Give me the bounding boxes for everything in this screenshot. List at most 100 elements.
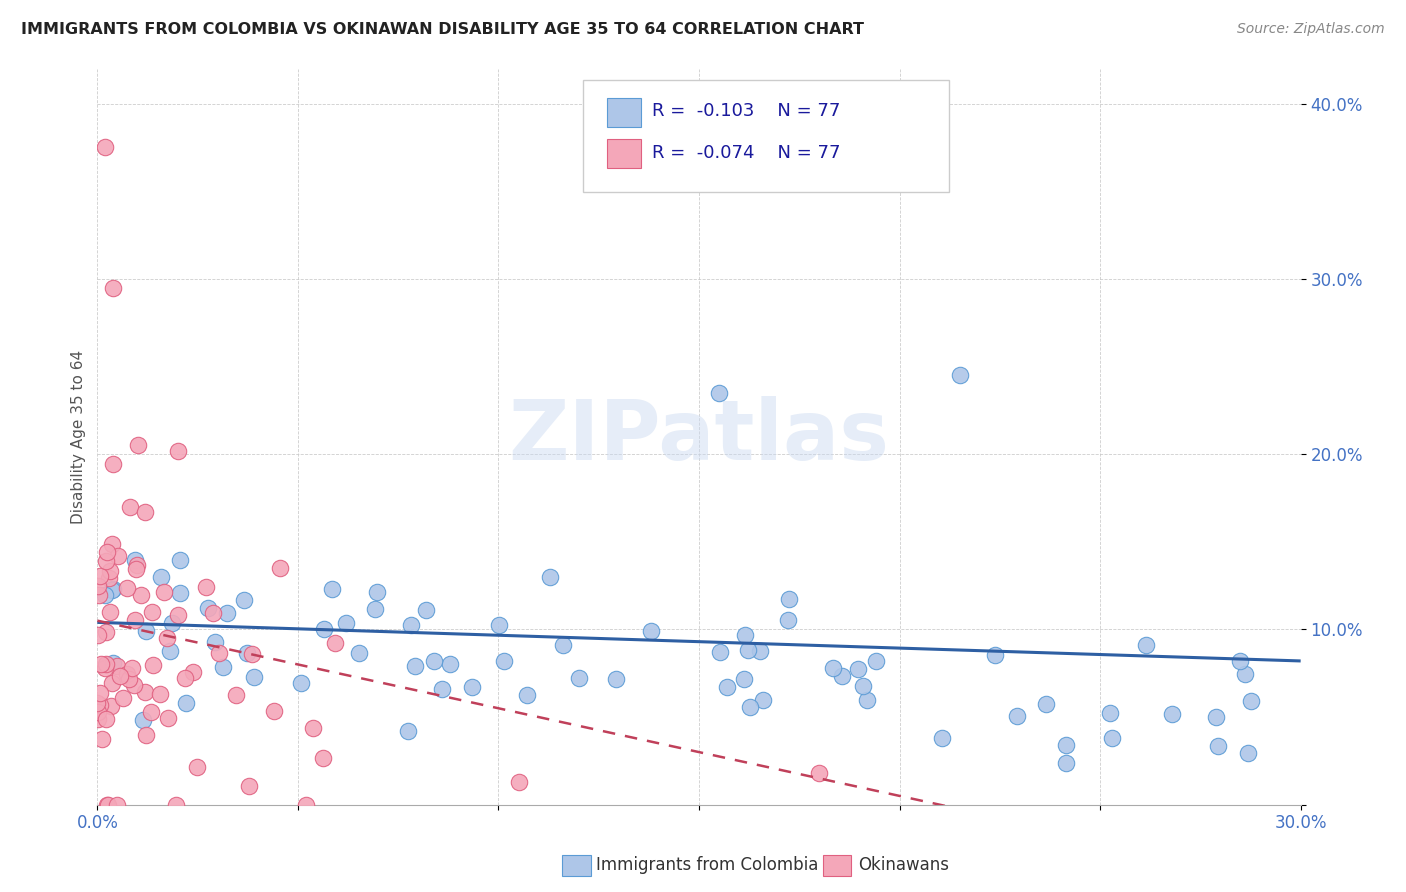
- Point: [174, 696, 197, 710]
- Point: [186, 760, 208, 774]
- Point: [134, 506, 156, 520]
- Point: [208, 646, 231, 660]
- Point: [269, 561, 291, 575]
- Point: [127, 438, 149, 452]
- Point: [366, 584, 388, 599]
- Point: [86, 697, 108, 711]
- Point: [738, 699, 761, 714]
- Text: R =  -0.103    N = 77: R = -0.103 N = 77: [652, 103, 841, 120]
- Point: [149, 570, 172, 584]
- Point: [1056, 756, 1078, 771]
- Point: [295, 797, 318, 812]
- Point: [124, 553, 146, 567]
- Point: [149, 687, 172, 701]
- Point: [98, 606, 121, 620]
- Point: [778, 591, 800, 606]
- Point: [404, 658, 426, 673]
- Point: [101, 458, 124, 472]
- Point: [90, 657, 112, 671]
- Point: [135, 728, 157, 742]
- Point: [97, 571, 120, 585]
- Point: [131, 588, 153, 602]
- Point: [132, 713, 155, 727]
- Point: [122, 677, 145, 691]
- Point: [488, 618, 510, 632]
- Text: R =  -0.074    N = 77: R = -0.074 N = 77: [652, 145, 841, 162]
- Point: [103, 280, 125, 294]
- Point: [734, 628, 756, 642]
- Point: [96, 797, 118, 812]
- Point: [263, 705, 285, 719]
- Point: [516, 688, 538, 702]
- Point: [302, 722, 325, 736]
- Point: [94, 624, 117, 639]
- Point: [124, 562, 146, 576]
- Point: [823, 661, 845, 675]
- Text: Okinawans: Okinawans: [858, 856, 949, 874]
- Point: [107, 549, 129, 563]
- Point: [236, 647, 259, 661]
- Point: [852, 679, 875, 693]
- Point: [120, 500, 142, 514]
- Point: [737, 643, 759, 657]
- Point: [1035, 697, 1057, 711]
- Point: [232, 593, 254, 607]
- Point: [94, 660, 117, 674]
- Point: [399, 617, 422, 632]
- Point: [808, 766, 831, 780]
- Point: [716, 680, 738, 694]
- Point: [551, 638, 574, 652]
- Point: [103, 657, 125, 671]
- Point: [201, 606, 224, 620]
- Point: [111, 691, 134, 706]
- Point: [166, 607, 188, 622]
- Point: [347, 646, 370, 660]
- Point: [98, 564, 121, 578]
- Point: [243, 669, 266, 683]
- Point: [87, 712, 110, 726]
- Point: [335, 615, 357, 630]
- Point: [204, 635, 226, 649]
- Point: [89, 686, 111, 700]
- Point: [1005, 709, 1028, 723]
- Point: [605, 672, 627, 686]
- Point: [115, 581, 138, 595]
- Point: [96, 554, 118, 568]
- Point: [430, 681, 453, 696]
- Point: [166, 443, 188, 458]
- Point: [155, 631, 177, 645]
- Point: [105, 797, 128, 812]
- Point: [101, 676, 124, 690]
- Point: [1240, 694, 1263, 708]
- Point: [225, 688, 247, 702]
- Point: [127, 558, 149, 573]
- Point: [240, 647, 263, 661]
- Point: [709, 645, 731, 659]
- Point: [91, 731, 114, 746]
- Y-axis label: Disability Age 35 to 64: Disability Age 35 to 64: [72, 350, 86, 524]
- Point: [983, 648, 1005, 662]
- Point: [707, 385, 730, 400]
- Point: [89, 588, 111, 602]
- Point: [159, 644, 181, 658]
- Point: [86, 705, 108, 719]
- Point: [135, 624, 157, 638]
- Point: [181, 665, 204, 680]
- Point: [105, 659, 128, 673]
- Point: [831, 668, 853, 682]
- Point: [568, 671, 591, 685]
- Point: [640, 624, 662, 639]
- Point: [134, 685, 156, 699]
- Point: [778, 613, 800, 627]
- Point: [508, 775, 530, 789]
- Point: [169, 553, 191, 567]
- Point: [439, 657, 461, 671]
- Point: [733, 672, 755, 686]
- Text: IMMIGRANTS FROM COLOMBIA VS OKINAWAN DISABILITY AGE 35 TO 64 CORRELATION CHART: IMMIGRANTS FROM COLOMBIA VS OKINAWAN DIS…: [21, 22, 865, 37]
- Point: [321, 582, 343, 597]
- Point: [364, 602, 387, 616]
- Point: [86, 579, 108, 593]
- Point: [118, 672, 141, 686]
- Point: [165, 797, 187, 812]
- Point: [323, 635, 346, 649]
